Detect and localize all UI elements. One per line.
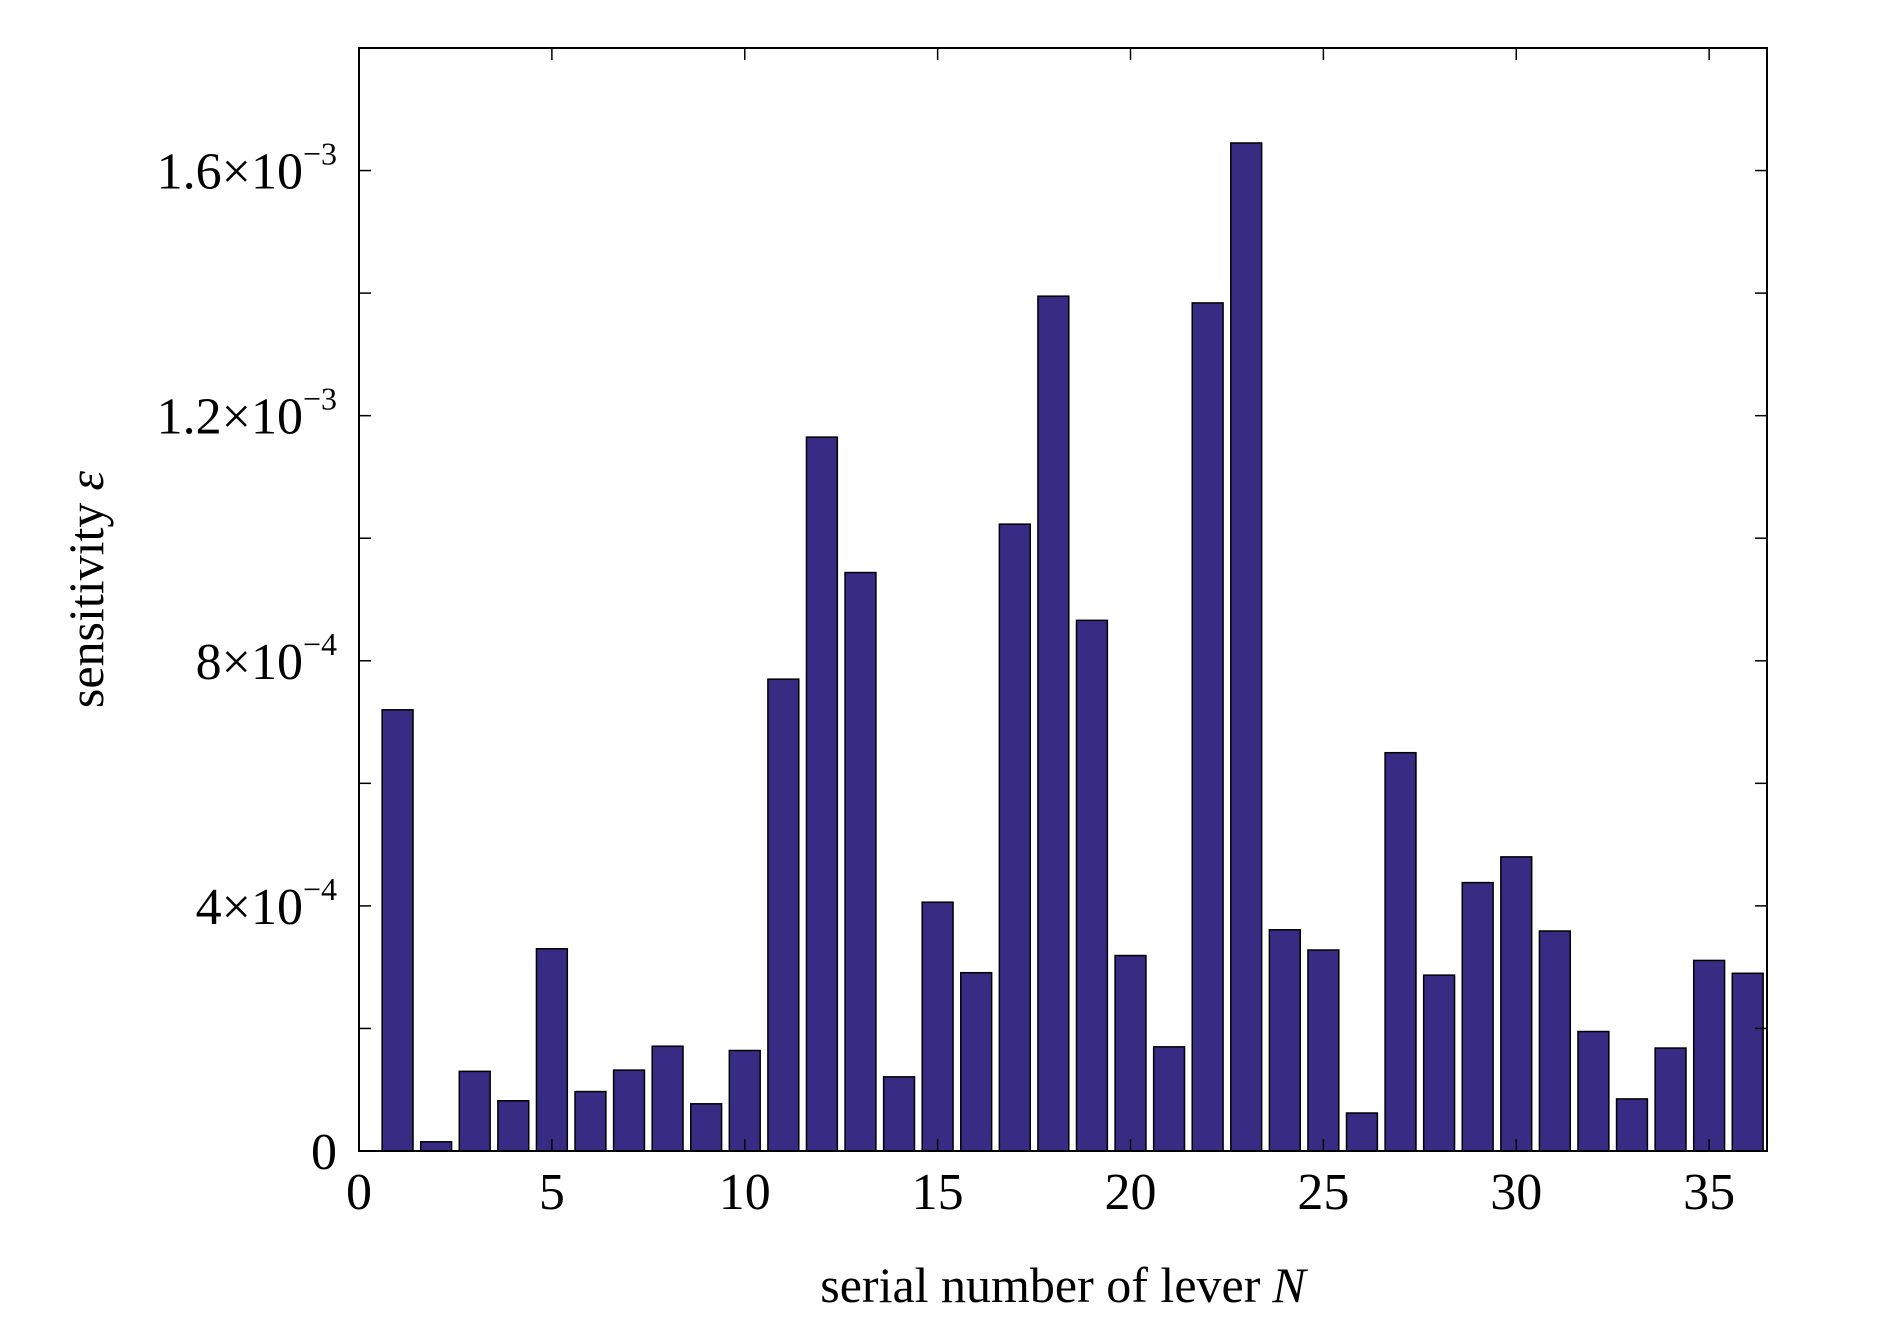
y-tick-mantissa: 1.2×10: [157, 389, 303, 446]
bar-26: [1345, 1112, 1379, 1152]
y-axis-label-text: sensitivity: [58, 503, 114, 709]
x-tick-label: 5: [539, 1164, 565, 1221]
bar-34: [1654, 1047, 1687, 1152]
bar-31: [1538, 930, 1572, 1152]
bar-18: [1037, 295, 1070, 1152]
bar-27: [1384, 751, 1417, 1152]
x-tick-label: 20: [1105, 1164, 1157, 1221]
bar-16: [960, 971, 993, 1152]
bar-17: [998, 523, 1031, 1152]
x-tick-label: 0: [346, 1164, 372, 1221]
y-axis-label-variable: ε: [58, 471, 114, 491]
y-tick-label: 1.2×10−3: [157, 381, 337, 446]
bar-15: [921, 901, 954, 1152]
x-tick-label: 30: [1490, 1164, 1542, 1221]
bar-22: [1191, 302, 1224, 1152]
bars-group: [381, 142, 1764, 1152]
y-tick-labels: 04×10−48×10−41.2×10−31.6×10−3: [157, 136, 337, 1181]
bar-32: [1577, 1030, 1610, 1152]
y-tick-label: 1.6×10−3: [157, 136, 337, 201]
bar-4: [497, 1100, 530, 1152]
bar-6: [574, 1090, 607, 1152]
bar-13: [844, 571, 877, 1152]
bar-33: [1615, 1098, 1649, 1152]
bar-28: [1422, 974, 1456, 1152]
y-tick-exponent: −4: [303, 871, 337, 907]
bar-25: [1307, 949, 1340, 1152]
bar-30: [1500, 856, 1533, 1152]
y-tick-exponent: −3: [303, 136, 337, 172]
bar-8: [651, 1045, 684, 1152]
bar-11: [767, 678, 800, 1152]
bar-9: [689, 1103, 723, 1152]
bar-20: [1114, 954, 1147, 1152]
bar-35: [1692, 959, 1726, 1152]
y-tick-exponent: −4: [303, 626, 337, 662]
x-tick-label: 15: [912, 1164, 964, 1221]
bar-3: [458, 1070, 491, 1152]
bar-36: [1731, 972, 1764, 1152]
y-tick-label: 0: [311, 1124, 337, 1181]
bar-29: [1461, 881, 1494, 1152]
x-tick-label: 25: [1297, 1164, 1349, 1221]
bar-19: [1075, 619, 1109, 1152]
bar-5: [535, 948, 569, 1152]
y-tick-mantissa: 8×10: [196, 634, 303, 691]
x-tick-label: 10: [719, 1164, 771, 1221]
x-axis-label-variable: N: [1271, 1257, 1308, 1313]
y-tick-label: 4×10−4: [196, 871, 337, 936]
bar-1: [381, 709, 414, 1152]
y-tick-label: 8×10−4: [196, 626, 337, 691]
x-axis-label: serial number of lever N: [820, 1257, 1308, 1313]
bar-24: [1268, 929, 1301, 1152]
ticks-group: [358, 48, 1767, 1152]
bar-23: [1230, 142, 1263, 1152]
y-tick-mantissa: 4×10: [196, 879, 303, 936]
x-tick-labels: 0 5 10 15 20 25 30 35: [346, 1164, 1735, 1221]
x-tick-label: 35: [1683, 1164, 1735, 1221]
y-axis-label: sensitivity ε: [58, 471, 114, 709]
bar-21: [1152, 1046, 1186, 1152]
bar-12: [805, 436, 839, 1152]
y-tick-mantissa: 1.6×10: [157, 144, 303, 201]
bar-2: [419, 1141, 453, 1152]
y-tick-exponent: −3: [303, 381, 337, 417]
bar-10: [728, 1049, 761, 1152]
bar-7: [612, 1069, 646, 1152]
y-tick-mantissa: 0: [311, 1124, 337, 1181]
plot-area-frame: [358, 47, 1768, 1152]
x-axis-label-text: serial number of lever: [820, 1257, 1260, 1313]
bar-14: [882, 1076, 916, 1152]
